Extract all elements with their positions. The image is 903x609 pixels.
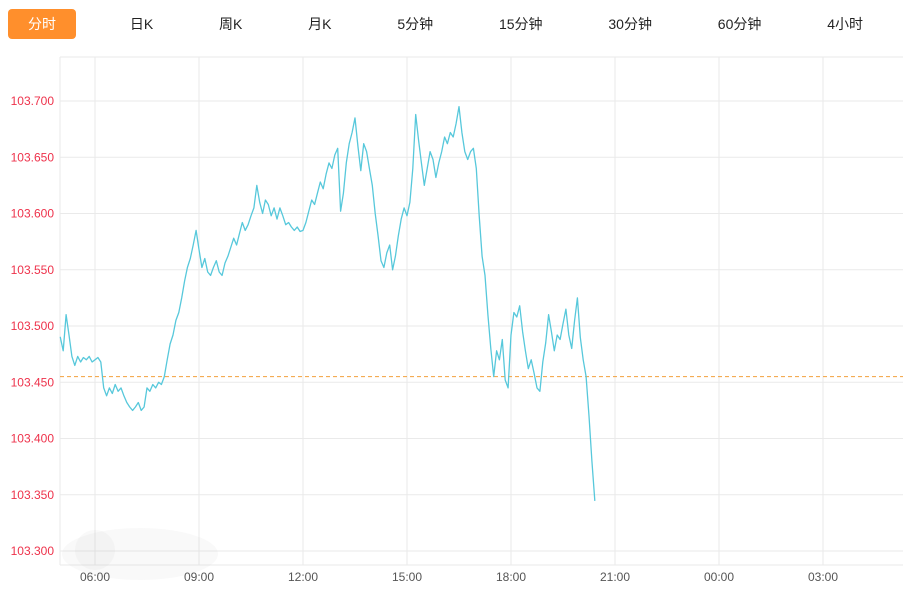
watermark bbox=[75, 530, 115, 570]
y-axis-label: 103.400 bbox=[11, 432, 55, 446]
x-axis-label: 06:00 bbox=[80, 570, 110, 584]
y-axis-label: 103.300 bbox=[11, 544, 55, 558]
tab-5min[interactable]: 5分钟 bbox=[397, 16, 434, 32]
price-line bbox=[59, 105, 596, 502]
x-axis-label: 12:00 bbox=[288, 570, 318, 584]
x-axis-label: 03:00 bbox=[808, 570, 838, 584]
watermark bbox=[62, 528, 218, 580]
tab-60min[interactable]: 60分钟 bbox=[717, 16, 762, 32]
x-axis-label: 09:00 bbox=[184, 570, 214, 584]
y-axis-label: 103.450 bbox=[11, 375, 55, 389]
x-axis-label: 00:00 bbox=[704, 570, 734, 584]
tab-30min[interactable]: 30分钟 bbox=[608, 16, 652, 32]
x-axis-label: 21:00 bbox=[600, 570, 630, 584]
tab-15min[interactable]: 15分钟 bbox=[498, 16, 543, 32]
y-axis-label: 103.500 bbox=[11, 319, 55, 333]
period-tabbar: 分时 日K 周K 月K 5分钟 15分钟 30分钟 60分钟 4小时 bbox=[0, 0, 903, 48]
y-axis-label: 103.700 bbox=[11, 94, 55, 108]
tab-daily-k[interactable]: 日K bbox=[129, 16, 154, 32]
price-chart-svg: 103.700 103.650 103.600 103.550 103.500 103.4… bbox=[11, 56, 903, 584]
tab-intraday[interactable]: 分时 bbox=[8, 9, 76, 39]
x-axis-label: 18:00 bbox=[496, 570, 526, 584]
y-axis-label: 103.650 bbox=[11, 150, 55, 164]
tab-4hour[interactable]: 4小时 bbox=[827, 16, 863, 32]
price-chart[interactable]: 103.700 103.650 103.600 103.550 103.500 103.4… bbox=[0, 48, 903, 604]
x-axis-label: 15:00 bbox=[392, 570, 422, 584]
y-axis-label: 103.600 bbox=[11, 207, 55, 221]
y-axis-label: 103.550 bbox=[11, 263, 55, 277]
tab-weekly-k[interactable]: 周K bbox=[219, 16, 243, 32]
y-axis-label: 103.350 bbox=[11, 488, 55, 502]
tab-monthly-k[interactable]: 月K bbox=[308, 16, 332, 32]
